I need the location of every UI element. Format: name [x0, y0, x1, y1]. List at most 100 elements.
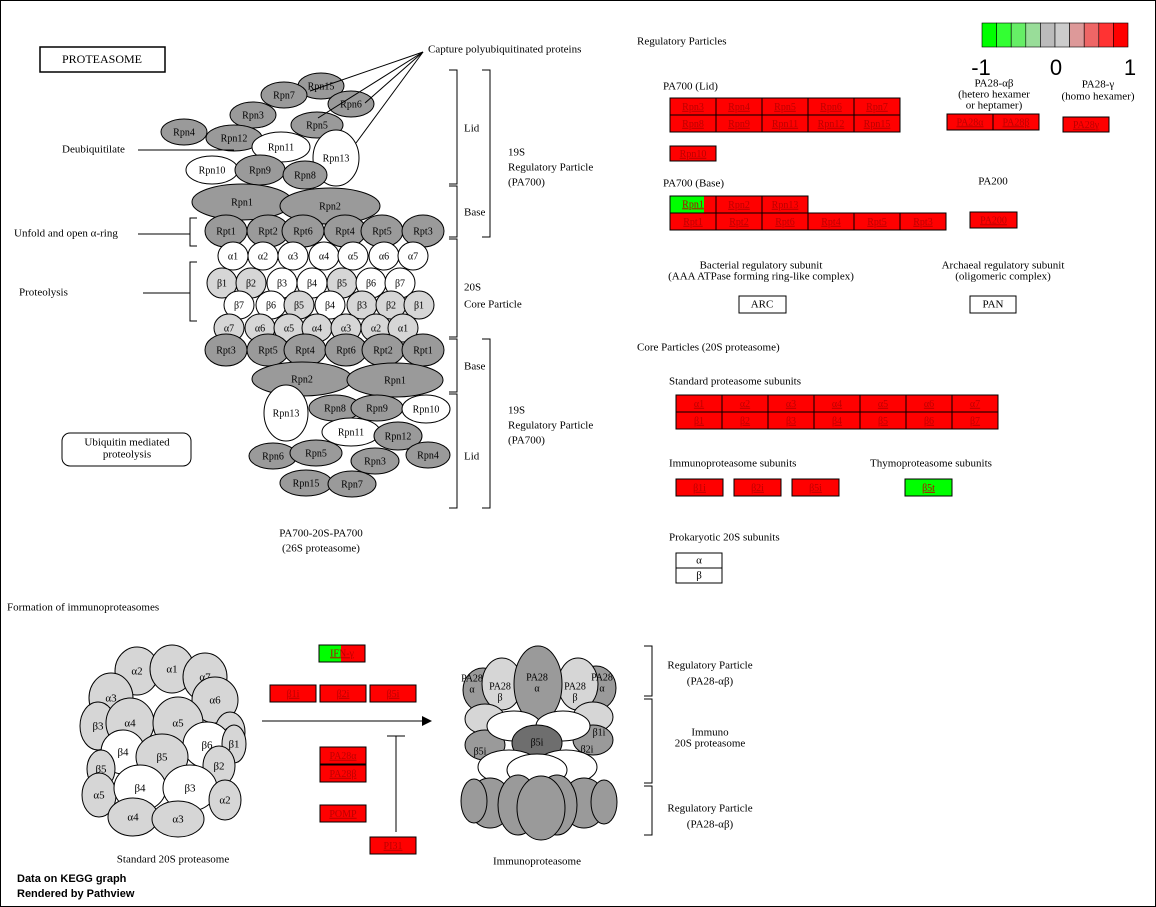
formation-β2i-label[interactable]: β2i: [337, 689, 350, 700]
prokaryotic-0-label[interactable]: α: [696, 555, 702, 567]
bottom-lid-5-shape: [373, 421, 423, 451]
top-alpha-5-label: α6: [379, 251, 389, 262]
pa200-box[interactable]: [969, 211, 1018, 229]
arc-box[interactable]: [738, 295, 787, 314]
bottom-alpha-1-label: α6: [255, 323, 265, 334]
standard-0-1-label[interactable]: α2: [740, 399, 750, 410]
formation-pa28a-box[interactable]: [319, 746, 367, 765]
pa700-lid-Rpn15-label[interactable]: Rpn15: [864, 119, 891, 130]
pa700-base-Rpt4-label[interactable]: Rpt4: [821, 217, 840, 228]
standard-1-6-box[interactable]: [951, 411, 999, 430]
formation-pa28b-box[interactable]: [319, 764, 367, 783]
pa700-lid-Rpn6-label[interactable]: Rpn6: [820, 102, 842, 113]
pa28-gamma-label[interactable]: PA28γ: [1073, 120, 1100, 131]
pa700-base-Rpn13-label[interactable]: Rpn13: [772, 200, 799, 211]
arc-label[interactable]: ARC: [751, 299, 774, 311]
pa700-lid-Rpn5-label[interactable]: Rpn5: [774, 102, 796, 113]
std-cyl-20-shape: [151, 800, 205, 838]
thymo-b5t-box[interactable]: [904, 478, 953, 497]
prokaryotic-1-label[interactable]: β: [696, 570, 702, 582]
standard-1-1-label[interactable]: β2: [740, 416, 750, 427]
standard-1-4-label[interactable]: β5: [878, 416, 888, 427]
formation-β1i-box[interactable]: [269, 684, 317, 703]
immuno-β1i-label[interactable]: β1i: [693, 483, 706, 494]
pa700-base-Rpt1-label[interactable]: Rpt1: [683, 217, 702, 228]
pa700-lid-Rpn15-box[interactable]: [853, 114, 901, 133]
immuno-β2i-label[interactable]: β2i: [751, 483, 764, 494]
pa700-lid-Rpn11-label[interactable]: Rpn11: [772, 119, 798, 130]
standard-0-6-label[interactable]: α7: [970, 399, 980, 410]
immuno-β1i-box[interactable]: [675, 478, 724, 497]
footer-line-rendered: Rendered by Pathview: [17, 888, 135, 900]
ubiquitin-box-text-0[interactable]: Ubiquitin mediated: [84, 437, 170, 449]
pa700-lid-Rpn12-label[interactable]: Rpn12: [818, 119, 845, 130]
immuno-β2i-box[interactable]: [733, 478, 782, 497]
std-cyl-6-label: α4: [124, 718, 136, 730]
ifn-box-green[interactable]: [319, 645, 341, 662]
pa28-beta-label[interactable]: PA28β: [1003, 117, 1030, 128]
pa200-label[interactable]: PA200: [980, 215, 1007, 226]
pa700-base-Rpt3-label[interactable]: Rpt3: [913, 217, 932, 228]
cap-label-9: α: [599, 683, 605, 694]
pa700-lid-Rpn8-label[interactable]: Rpn8: [682, 119, 704, 130]
formation-pi31-label[interactable]: PI31: [384, 841, 403, 852]
formation-β5i-label[interactable]: β5i: [387, 689, 400, 700]
pa28-gamma-box[interactable]: [1062, 116, 1110, 133]
standard-1-2-label[interactable]: β3: [786, 416, 796, 427]
pa700-base-Rpn1-label[interactable]: Rpn1: [682, 199, 704, 210]
pa700-rpn10-label[interactable]: Rpn10: [680, 149, 707, 160]
top-lid-2-label: Rpn6: [340, 99, 362, 110]
formation-β2i-box[interactable]: [319, 684, 367, 703]
top-alpha-6-shape: [397, 241, 429, 271]
standard-0-5-label[interactable]: α6: [924, 399, 934, 410]
formation-pa28a-label[interactable]: PA28α: [329, 751, 357, 762]
pa700-rpn10-box[interactable]: [669, 145, 717, 162]
pan-box[interactable]: [969, 295, 1017, 314]
standard-0-4-label[interactable]: α5: [878, 399, 888, 410]
pa700-base-Rpn1-box-red[interactable]: [704, 196, 716, 213]
ifn-outline[interactable]: [318, 644, 366, 663]
thymo-b5t-label[interactable]: β5t: [922, 483, 935, 494]
standard-1-3-label[interactable]: β4: [832, 416, 842, 427]
ifn-label[interactable]: IFN-γ: [330, 648, 354, 659]
cap-bottom-center-shape: [516, 775, 566, 841]
formation-pi31-box[interactable]: [369, 836, 417, 855]
pa700-base-Rpt5-label[interactable]: Rpt5: [867, 217, 886, 228]
bottom-lid-3-shape: [401, 394, 451, 424]
standard-0-2-label[interactable]: α3: [786, 399, 796, 410]
formation-pa28b-label[interactable]: PA28β: [330, 769, 357, 780]
standard-1-6-label[interactable]: β7: [970, 416, 980, 427]
formation-pomp-box[interactable]: [319, 804, 367, 823]
pa700-lid-Rpn3-label[interactable]: Rpn3: [682, 102, 704, 113]
top-beta-0-label: β1: [217, 278, 227, 289]
pa700-lid-Rpn4-label[interactable]: Rpn4: [728, 102, 750, 113]
bottom-beta-4-label: β3: [357, 300, 367, 311]
ubiquitin-box-text-1[interactable]: proteolysis: [103, 449, 151, 461]
prokaryotic-1-box[interactable]: [675, 567, 723, 584]
legend-swatch: [1040, 22, 1056, 48]
std-cyl-7-label: α5: [172, 718, 184, 730]
pa700-base-Rpn2-label[interactable]: Rpn2: [728, 200, 750, 211]
standard-1-5-label[interactable]: β6: [924, 416, 934, 427]
ubiquitin-box[interactable]: [61, 432, 192, 467]
standard-0-0-label[interactable]: α1: [694, 399, 704, 410]
formation-pomp-label[interactable]: POMP: [329, 809, 357, 820]
pa28-beta-box[interactable]: [992, 113, 1040, 131]
pa700-base-Rpt6-label[interactable]: Rpt6: [775, 217, 794, 228]
pa700-lid-Rpn9-label[interactable]: Rpn9: [728, 119, 750, 130]
pa700-base-Rpt2-label[interactable]: Rpt2: [729, 217, 748, 228]
immuno-β5i-box[interactable]: [791, 478, 840, 497]
bottom-rpt-1-label: Rpt5: [258, 345, 277, 356]
immuno-β5i-label[interactable]: β5i: [809, 483, 822, 494]
formation-β1i-label[interactable]: β1i: [287, 689, 300, 700]
standard-0-3-label[interactable]: α4: [832, 399, 842, 410]
archaeal-label-1: (oligomeric complex): [955, 271, 1051, 283]
pan-label[interactable]: PAN: [983, 299, 1004, 311]
pa28-alpha-label[interactable]: PA28α: [956, 117, 984, 128]
formation-β5i-box[interactable]: [369, 684, 417, 703]
pa700-base-Rpt3-box[interactable]: [899, 212, 947, 231]
pa200-label: PA200: [978, 176, 1008, 188]
standard-1-0-label[interactable]: β1: [694, 416, 704, 427]
prokaryotic-label: Prokaryotic 20S subunits: [669, 532, 780, 544]
pa700-lid-Rpn7-label[interactable]: Rpn7: [866, 102, 888, 113]
